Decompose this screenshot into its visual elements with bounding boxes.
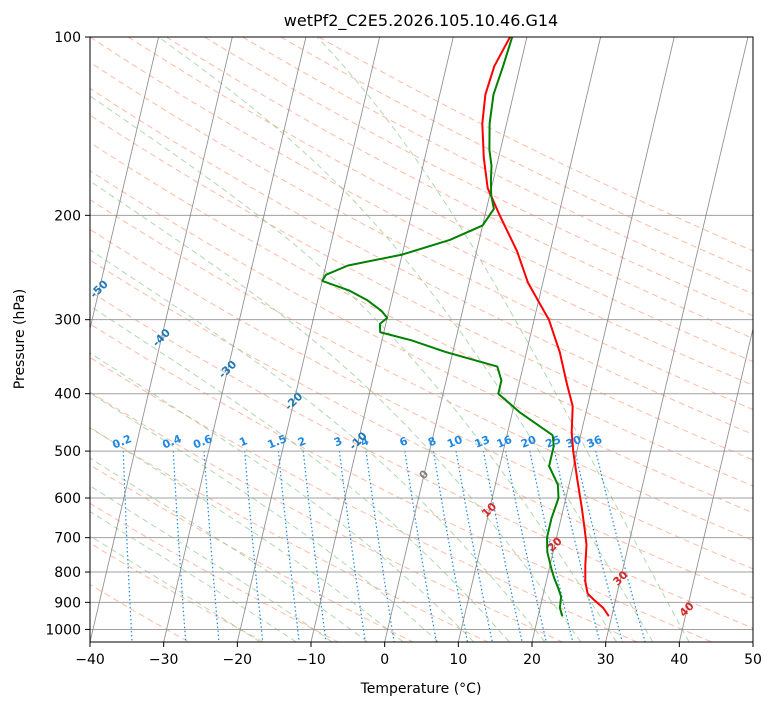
y-tick-label: 1000 bbox=[45, 622, 81, 638]
mixing-ratio-line bbox=[505, 450, 547, 642]
mixing-ratio-line bbox=[302, 451, 327, 642]
dry-adiabat bbox=[90, 228, 753, 570]
isotherm-line bbox=[90, 37, 233, 642]
dry-adiabat bbox=[90, 391, 563, 642]
moist-adiabat bbox=[90, 457, 368, 642]
isotherm-line bbox=[531, 37, 675, 642]
y-tick-label: 300 bbox=[54, 313, 81, 329]
mixing-ratio-line bbox=[529, 450, 574, 642]
mixing-ratio-line bbox=[553, 450, 601, 642]
dry-adiabat bbox=[90, 290, 753, 629]
y-tick-label: 200 bbox=[54, 208, 81, 224]
mixing-ratio-line bbox=[482, 450, 523, 642]
mixing-ratio-label: 20 bbox=[519, 433, 538, 451]
dry-adiabat bbox=[204, 37, 753, 317]
dry-adiabat bbox=[90, 142, 753, 487]
mixing-ratio-label: 8 bbox=[426, 434, 438, 449]
dry-adiabat bbox=[90, 61, 753, 411]
x-tick-label: 10 bbox=[449, 652, 467, 668]
mixing-ratio-line bbox=[203, 451, 220, 642]
y-tick-label: 900 bbox=[54, 595, 81, 611]
mixing-ratio-line bbox=[574, 450, 623, 642]
y-tick-label: 500 bbox=[54, 444, 81, 460]
moist-adiabat bbox=[90, 485, 333, 642]
dry-adiabat bbox=[280, 37, 753, 273]
series-temperature-line bbox=[481, 37, 610, 617]
mixing-ratio-line bbox=[338, 451, 366, 642]
mixing-ratio-label: 36 bbox=[585, 433, 604, 451]
mixing-ratio-label: 3 bbox=[332, 434, 344, 449]
isotherm-line bbox=[310, 37, 454, 642]
moist-adiabat bbox=[90, 249, 546, 642]
moist-adiabat bbox=[158, 37, 654, 642]
mixing-ratio-line bbox=[277, 451, 300, 642]
mixing-ratio-line bbox=[244, 451, 264, 642]
x-axis-title: Temperature (°C) bbox=[360, 681, 482, 697]
isotherm-line bbox=[236, 37, 381, 642]
dry-adiabat bbox=[90, 114, 753, 461]
chart-title: wetPf2_C2E5.2026.105.10.46.G14 bbox=[284, 11, 558, 31]
dry-adiabat bbox=[318, 37, 753, 252]
x-tick-label: 40 bbox=[670, 652, 688, 668]
y-tick-label: 600 bbox=[54, 491, 81, 507]
x-axis-ticks: −40 −30 −20 −10 0 10 20 30 40 50 bbox=[75, 642, 762, 668]
mixing-ratio-label: 30 bbox=[564, 433, 583, 451]
mixing-ratio-label: 16 bbox=[495, 433, 514, 451]
x-tick-label: 30 bbox=[597, 652, 615, 668]
mixing-ratio-label: 2 bbox=[296, 434, 308, 449]
x-tick-label: −40 bbox=[75, 652, 105, 668]
mixing-ratio-label: 10 bbox=[445, 433, 464, 451]
mixing-ratio-line bbox=[122, 451, 133, 642]
dry-adiabat bbox=[90, 259, 753, 599]
y-tick-label: 800 bbox=[54, 565, 81, 581]
isobar-gridlines bbox=[90, 37, 753, 630]
moist-adiabat bbox=[90, 305, 510, 642]
sounding-series bbox=[321, 37, 610, 617]
dry-adiabat bbox=[127, 37, 753, 363]
dry-adiabat bbox=[90, 427, 488, 642]
y-axis-ticks: 1000 900 800 700 600 500 400 300 200 100 bbox=[45, 30, 90, 638]
mixing-ratio-label: 13 bbox=[473, 433, 492, 451]
moist-adiabat bbox=[90, 352, 475, 642]
isotherm-line bbox=[457, 37, 602, 642]
series-dewpoint-line bbox=[321, 37, 564, 617]
mixing-ratio-label: 1 bbox=[237, 434, 249, 449]
isotherm-line bbox=[90, 37, 160, 331]
plot-frame bbox=[89, 36, 754, 643]
x-tick-label: −10 bbox=[296, 652, 326, 668]
x-tick-label: −20 bbox=[223, 652, 253, 668]
dry-adiabat bbox=[90, 87, 753, 435]
y-tick-label: 100 bbox=[54, 30, 81, 46]
x-tick-label: 0 bbox=[380, 652, 389, 668]
isotherm-line bbox=[678, 326, 753, 642]
x-tick-label: −30 bbox=[149, 652, 179, 668]
y-tick-label: 400 bbox=[54, 387, 81, 403]
isotherm-gridlines bbox=[90, 37, 753, 642]
isotherm-line bbox=[605, 37, 749, 642]
isotherm-line bbox=[384, 37, 528, 642]
moist-adiabat bbox=[316, 37, 690, 642]
x-tick-label: 50 bbox=[744, 652, 762, 668]
plot-area: 0.10.20.40.611.52346810131620253036-100-… bbox=[90, 37, 753, 642]
dry-adiabat bbox=[90, 323, 712, 642]
mixing-ratio-line bbox=[172, 451, 187, 642]
dry-adiabat bbox=[90, 37, 753, 386]
isotherm-line bbox=[163, 37, 307, 642]
x-tick-label: 20 bbox=[523, 652, 541, 668]
dry-adiabat bbox=[90, 502, 339, 642]
moist-adiabat bbox=[90, 392, 439, 642]
y-tick-label: 700 bbox=[54, 531, 81, 547]
y-axis-title: Pressure (hPa) bbox=[12, 289, 28, 389]
